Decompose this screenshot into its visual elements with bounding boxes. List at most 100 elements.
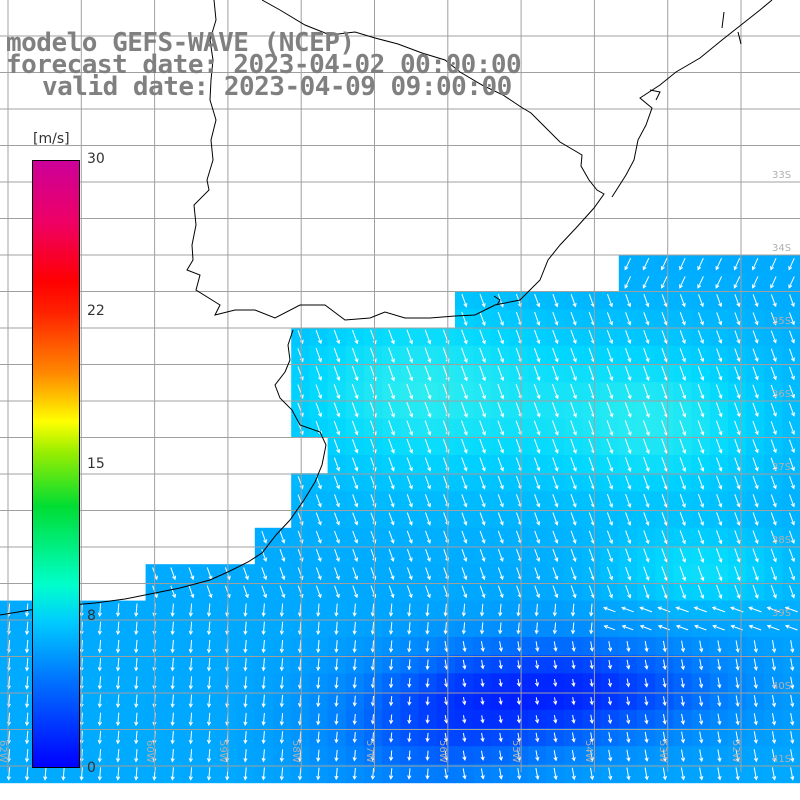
wind-arrow (716, 294, 723, 308)
wind-arrow (535, 715, 540, 724)
wind-arrow (571, 660, 576, 670)
wind-arrow (679, 330, 686, 345)
wind-arrow (462, 715, 467, 724)
wind-arrow (407, 622, 412, 635)
wind-arrow (770, 566, 777, 581)
wind-arrow (644, 749, 649, 762)
wind-arrow (552, 420, 559, 436)
wind-arrow (461, 365, 468, 382)
wind-arrow (624, 276, 632, 289)
wind-arrow (206, 767, 212, 781)
wind-arrow (679, 276, 686, 289)
wind-arrow (606, 548, 613, 563)
wind-arrow (170, 676, 175, 690)
wind-arrow (752, 584, 759, 599)
wind-arrow (625, 585, 632, 599)
wind-arrow (115, 694, 121, 708)
wind-arrow (570, 585, 577, 599)
wind-arrow (625, 566, 632, 581)
wind-arrow (79, 767, 84, 781)
wind-arrow (662, 767, 667, 781)
wind-arrow (315, 567, 322, 581)
wind-arrow (589, 732, 594, 743)
wind-arrow (697, 566, 705, 582)
wind-arrow (716, 494, 723, 508)
wind-arrow (606, 438, 614, 454)
wind-arrow (334, 640, 339, 654)
wind-arrow (425, 567, 431, 581)
wind-arrow (789, 330, 795, 344)
colorbar-tick-0: 0 (87, 760, 96, 776)
wind-arrow (553, 641, 558, 652)
wind-arrow (279, 767, 284, 781)
wind-arrow (479, 494, 486, 508)
wind-arrow (333, 366, 341, 381)
wind-arrow (407, 750, 412, 762)
wind-arrow (643, 530, 650, 545)
wind-arrow (498, 660, 503, 670)
wind-arrow (606, 493, 613, 508)
wind-arrow (497, 585, 504, 599)
wind-arrow (352, 585, 358, 599)
wind-arrow (388, 512, 395, 526)
wind-arrow (570, 384, 577, 400)
lon-label: 60W (144, 740, 155, 763)
wind-arrow (661, 475, 668, 490)
wind-arrow (424, 329, 432, 345)
wind-arrow (789, 312, 795, 326)
wind-arrow (170, 767, 175, 781)
wind-arrow (661, 566, 668, 582)
wind-arrow (480, 697, 485, 706)
wind-arrow (734, 566, 741, 582)
wind-arrow (498, 641, 503, 653)
wind-arrow (370, 677, 376, 689)
wind-arrow (679, 402, 687, 418)
wind-arrow (425, 549, 431, 562)
wind-arrow (261, 712, 266, 726)
wind-arrow (675, 606, 689, 613)
wind-arrow (134, 749, 139, 763)
wind-arrow (533, 365, 541, 382)
lon-label: 59W (217, 740, 228, 763)
wind-arrow (570, 365, 577, 382)
wind-arrow (533, 438, 541, 454)
wind-arrow (389, 696, 394, 707)
wind-arrow (352, 677, 357, 689)
wind-arrow (479, 402, 486, 418)
wind-arrow (480, 715, 485, 724)
wind-arrow (407, 696, 412, 706)
wind-arrow (680, 713, 685, 725)
wind-arrow (788, 421, 795, 435)
wind-arrow (606, 420, 614, 436)
wind-arrow (115, 730, 121, 745)
wind-arrow (570, 330, 577, 345)
wind-arrow (97, 621, 102, 636)
wind-arrow (552, 438, 559, 454)
wind-arrow (243, 767, 248, 781)
wind-arrow (717, 658, 722, 671)
wind-arrow (770, 439, 777, 454)
wind-arrow (606, 383, 614, 400)
wind-arrow (699, 767, 704, 781)
wind-arrow (735, 677, 740, 689)
wind-arrow (571, 750, 576, 762)
wind-arrow (570, 438, 577, 454)
wind-arrow (516, 622, 521, 635)
wind-arrow (626, 678, 631, 688)
wind-arrow (788, 276, 795, 289)
wind-arrow (479, 365, 486, 382)
wind-arrow (608, 732, 613, 744)
wind-arrow (334, 585, 340, 599)
wind-arrow (643, 365, 650, 382)
wind-arrow (352, 457, 359, 472)
wind-arrow (315, 330, 322, 345)
wind-arrow (699, 677, 704, 689)
wind-arrow (516, 732, 522, 743)
wind-arrow (571, 678, 576, 688)
wind-arrow (406, 494, 413, 508)
wind-arrow (788, 384, 795, 399)
wind-arrow (643, 512, 650, 526)
wind-arrow (766, 624, 780, 631)
wind-arrow (535, 750, 540, 762)
wind-arrow (480, 660, 485, 670)
